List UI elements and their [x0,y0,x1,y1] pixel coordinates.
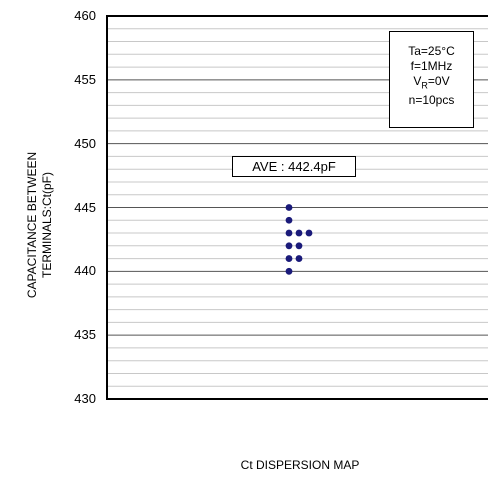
condition-voltage: VR=0V [390,74,473,93]
conditions-box: Ta=25°C f=1MHz VR=0V n=10pcs [389,31,474,128]
plot-frame [106,15,488,400]
data-point [285,267,293,275]
y-tick-label: 435 [74,327,96,343]
y-axis-label-line-2: TERMINALS:Ct(pF) [40,172,54,279]
data-point [305,229,313,237]
y-axis-label: CAPACITANCE BETWEEN TERMINALS:Ct(pF) [25,135,55,315]
condition-voltage-value: =0V [427,74,450,88]
data-point [285,216,293,224]
condition-voltage-subscript: R [421,80,428,91]
y-axis-label-line-1: CAPACITANCE BETWEEN [25,151,39,299]
x-axis-label: Ct DISPERSION MAP [240,458,360,472]
condition-sample-count: n=10pcs [408,93,455,108]
data-point [285,242,293,250]
condition-temperature: Ta=25°C [408,44,455,58]
y-tick-label: 440 [74,263,96,279]
data-point [285,229,293,237]
y-tick-label: 455 [74,71,96,87]
data-point [285,255,293,262]
data-point [295,242,303,250]
average-label: AVE : 442.4pF [232,156,356,177]
condition-voltage-symbol: V [413,74,422,88]
y-tick-label: 460 [74,8,96,23]
data-point [285,204,293,211]
data-points [285,204,313,275]
y-tick-label: 450 [74,135,96,151]
y-tick-label: 430 [74,391,96,406]
data-point [295,255,303,262]
data-point [295,229,303,237]
y-tick-label: 445 [74,199,96,215]
condition-frequency: f=1MHz [410,59,453,73]
